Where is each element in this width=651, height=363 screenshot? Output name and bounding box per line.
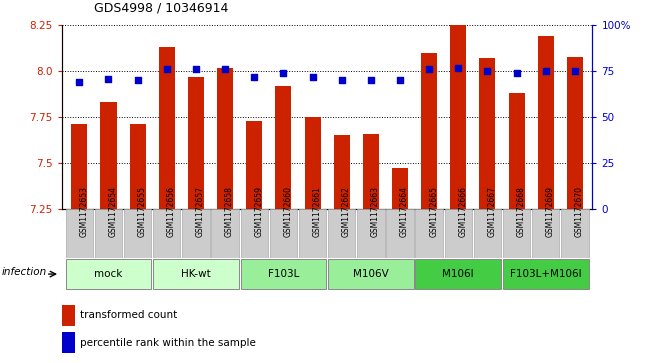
Point: [74, 79, 85, 85]
Bar: [357, 209, 385, 258]
Text: GSM1172655: GSM1172655: [137, 186, 146, 237]
Text: F103L+M106I: F103L+M106I: [510, 269, 581, 279]
Bar: [508, 93, 525, 209]
Point: [278, 70, 288, 76]
Text: GSM1172668: GSM1172668: [517, 186, 525, 237]
Bar: [538, 36, 554, 209]
Bar: [392, 168, 408, 209]
Bar: [153, 209, 180, 258]
Point: [512, 70, 522, 76]
Bar: [479, 58, 495, 209]
Text: GSM1172661: GSM1172661: [312, 186, 322, 237]
Bar: [100, 102, 117, 209]
Bar: [62, 305, 75, 326]
Text: GSM1172653: GSM1172653: [79, 186, 89, 237]
Point: [249, 74, 260, 79]
Bar: [328, 259, 413, 289]
Text: GSM1172665: GSM1172665: [429, 186, 438, 237]
Text: HK-wt: HK-wt: [181, 269, 211, 279]
Point: [337, 77, 347, 83]
Bar: [217, 68, 233, 209]
Point: [191, 66, 201, 72]
Point: [307, 74, 318, 79]
Bar: [532, 209, 559, 258]
Bar: [567, 57, 583, 209]
Point: [570, 68, 580, 74]
Text: GSM1172663: GSM1172663: [371, 186, 380, 237]
Bar: [363, 134, 379, 209]
Bar: [503, 209, 531, 258]
Point: [132, 77, 143, 83]
Text: GSM1172660: GSM1172660: [283, 186, 292, 237]
Bar: [153, 259, 239, 289]
Text: GSM1172667: GSM1172667: [488, 186, 497, 237]
Bar: [212, 209, 239, 258]
Bar: [130, 125, 146, 209]
Text: GSM1172670: GSM1172670: [575, 186, 584, 237]
Text: GSM1172669: GSM1172669: [546, 186, 555, 237]
Text: transformed count: transformed count: [81, 310, 178, 321]
Bar: [62, 333, 75, 353]
Text: F103L: F103L: [268, 269, 299, 279]
Text: M106I: M106I: [443, 269, 474, 279]
Point: [540, 68, 551, 74]
Point: [395, 77, 405, 83]
Text: mock: mock: [94, 269, 122, 279]
Text: GSM1172656: GSM1172656: [167, 186, 176, 237]
Bar: [246, 121, 262, 209]
Bar: [66, 209, 93, 258]
Text: GSM1172666: GSM1172666: [458, 186, 467, 237]
Bar: [474, 209, 501, 258]
Bar: [503, 259, 589, 289]
Text: infection: infection: [1, 268, 46, 277]
Text: GSM1172664: GSM1172664: [400, 186, 409, 237]
Bar: [241, 209, 268, 258]
Bar: [275, 86, 292, 209]
Point: [104, 76, 114, 81]
Bar: [299, 209, 326, 258]
Text: GSM1172662: GSM1172662: [342, 186, 351, 237]
Bar: [445, 209, 472, 258]
Bar: [270, 209, 297, 258]
Bar: [305, 117, 320, 209]
Bar: [182, 209, 210, 258]
Point: [482, 68, 493, 74]
Text: GSM1172654: GSM1172654: [109, 186, 117, 237]
Bar: [159, 48, 175, 209]
Text: GSM1172658: GSM1172658: [225, 186, 234, 237]
Bar: [66, 259, 151, 289]
Bar: [328, 209, 355, 258]
Bar: [421, 53, 437, 209]
Bar: [415, 209, 443, 258]
Text: GSM1172657: GSM1172657: [196, 186, 205, 237]
Bar: [241, 259, 326, 289]
Bar: [188, 77, 204, 209]
Bar: [450, 24, 466, 209]
Bar: [386, 209, 413, 258]
Text: percentile rank within the sample: percentile rank within the sample: [81, 338, 256, 348]
Text: GDS4998 / 10346914: GDS4998 / 10346914: [94, 1, 229, 15]
Point: [366, 77, 376, 83]
Bar: [561, 209, 589, 258]
Point: [424, 66, 434, 72]
Text: GSM1172659: GSM1172659: [255, 186, 263, 237]
Point: [453, 65, 464, 70]
Bar: [415, 259, 501, 289]
Bar: [72, 125, 87, 209]
Bar: [334, 135, 350, 209]
Point: [161, 66, 172, 72]
Point: [220, 66, 230, 72]
Bar: [95, 209, 122, 258]
Text: M106V: M106V: [353, 269, 389, 279]
Bar: [124, 209, 151, 258]
